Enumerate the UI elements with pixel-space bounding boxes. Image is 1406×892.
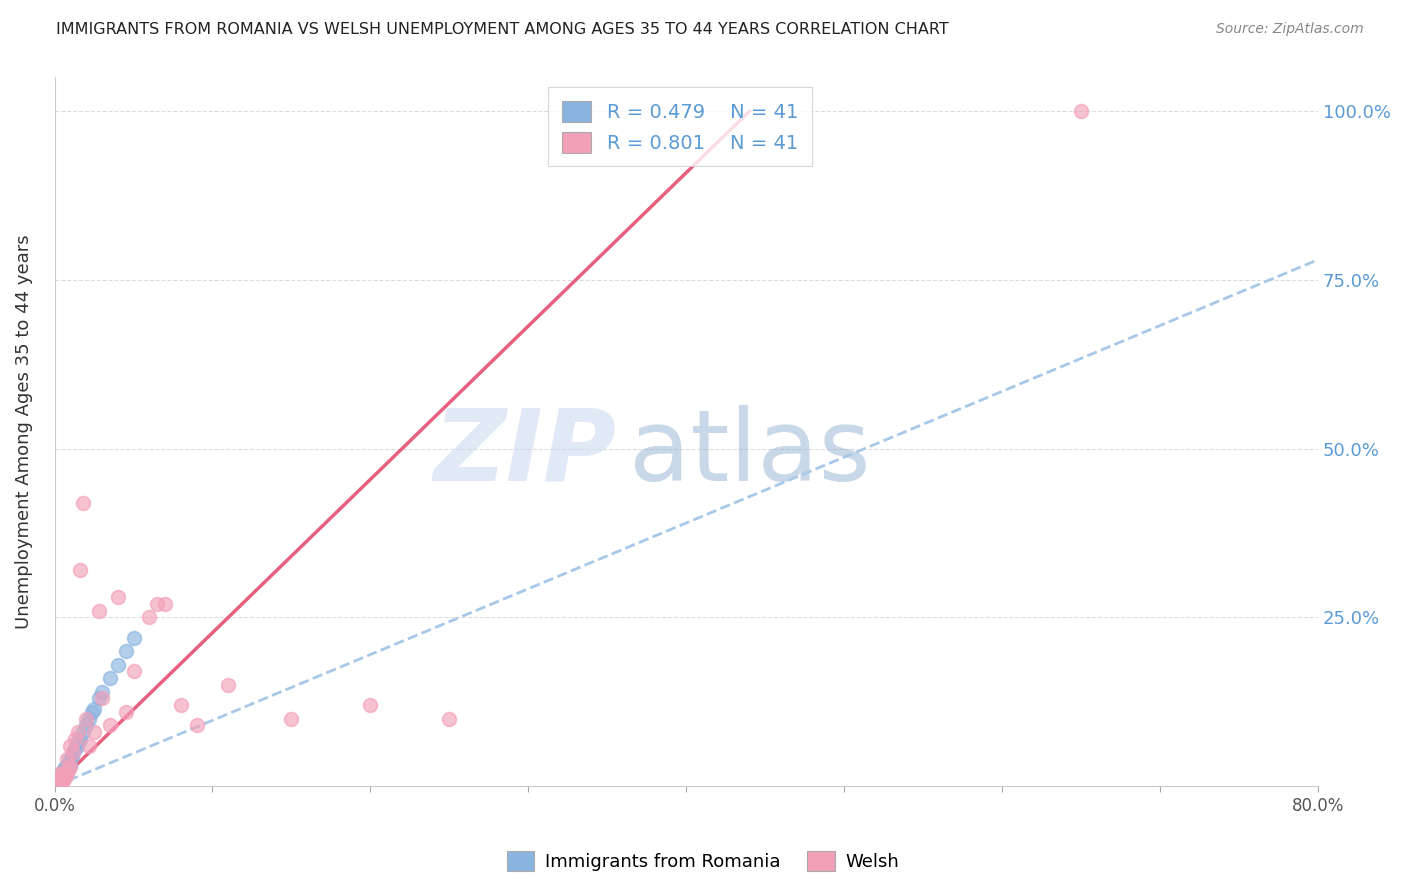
Point bbox=[51, 769, 73, 783]
Point bbox=[69, 731, 91, 746]
Point bbox=[439, 712, 461, 726]
Point bbox=[67, 725, 90, 739]
Point bbox=[87, 604, 110, 618]
Point bbox=[53, 765, 76, 780]
Point bbox=[280, 712, 302, 726]
Point bbox=[60, 748, 83, 763]
Point bbox=[46, 776, 69, 790]
Legend: Immigrants from Romania, Welsh: Immigrants from Romania, Welsh bbox=[499, 844, 907, 879]
Point bbox=[44, 779, 66, 793]
Point bbox=[49, 772, 72, 787]
Point bbox=[51, 765, 73, 780]
Point bbox=[59, 759, 82, 773]
Point bbox=[45, 772, 67, 787]
Point bbox=[62, 745, 84, 759]
Point bbox=[67, 735, 90, 749]
Point bbox=[83, 701, 105, 715]
Point bbox=[59, 739, 82, 753]
Point bbox=[51, 776, 73, 790]
Point bbox=[122, 631, 145, 645]
Legend: R = 0.479    N = 41, R = 0.801    N = 41: R = 0.479 N = 41, R = 0.801 N = 41 bbox=[548, 87, 811, 167]
Text: IMMIGRANTS FROM ROMANIA VS WELSH UNEMPLOYMENT AMONG AGES 35 TO 44 YEARS CORRELAT: IMMIGRANTS FROM ROMANIA VS WELSH UNEMPLO… bbox=[56, 22, 949, 37]
Point bbox=[59, 759, 82, 773]
Y-axis label: Unemployment Among Ages 35 to 44 years: Unemployment Among Ages 35 to 44 years bbox=[15, 235, 32, 629]
Point bbox=[75, 712, 97, 726]
Point bbox=[83, 725, 105, 739]
Point bbox=[45, 776, 67, 790]
Point bbox=[46, 772, 69, 787]
Point bbox=[75, 718, 97, 732]
Point bbox=[146, 597, 169, 611]
Text: atlas: atlas bbox=[630, 405, 872, 501]
Point bbox=[48, 772, 70, 787]
Point bbox=[49, 765, 72, 780]
Point bbox=[114, 644, 136, 658]
Point bbox=[90, 691, 112, 706]
Point bbox=[63, 742, 86, 756]
Point bbox=[49, 769, 72, 783]
Text: Source: ZipAtlas.com: Source: ZipAtlas.com bbox=[1216, 22, 1364, 37]
Point bbox=[55, 759, 77, 773]
Point bbox=[56, 752, 79, 766]
Point bbox=[45, 776, 67, 790]
Point bbox=[48, 769, 70, 783]
Point bbox=[170, 698, 193, 713]
Point bbox=[186, 718, 208, 732]
Point bbox=[58, 762, 80, 776]
Point bbox=[107, 657, 129, 672]
Point bbox=[63, 731, 86, 746]
Point bbox=[48, 769, 70, 783]
Point bbox=[51, 769, 73, 783]
Point bbox=[53, 769, 76, 783]
Point bbox=[58, 756, 80, 770]
Point bbox=[82, 705, 104, 719]
Point bbox=[51, 772, 73, 787]
Point bbox=[59, 752, 82, 766]
Point bbox=[48, 776, 70, 790]
Point bbox=[153, 597, 176, 611]
Point bbox=[87, 691, 110, 706]
Point bbox=[217, 678, 239, 692]
Point bbox=[114, 705, 136, 719]
Point bbox=[1070, 104, 1092, 119]
Text: ZIP: ZIP bbox=[434, 405, 617, 501]
Point bbox=[46, 769, 69, 783]
Point bbox=[72, 725, 94, 739]
Point bbox=[98, 671, 121, 685]
Point bbox=[46, 772, 69, 787]
Point bbox=[53, 772, 76, 787]
Point bbox=[53, 762, 76, 776]
Point bbox=[56, 759, 79, 773]
Point bbox=[55, 769, 77, 783]
Point bbox=[56, 762, 79, 776]
Point bbox=[107, 590, 129, 604]
Point bbox=[69, 563, 91, 577]
Point bbox=[48, 776, 70, 790]
Point bbox=[122, 665, 145, 679]
Point bbox=[55, 765, 77, 780]
Point bbox=[66, 739, 89, 753]
Point bbox=[138, 610, 160, 624]
Point bbox=[49, 765, 72, 780]
Point bbox=[359, 698, 381, 713]
Point bbox=[77, 712, 100, 726]
Point bbox=[56, 765, 79, 780]
Point bbox=[77, 739, 100, 753]
Point bbox=[44, 779, 66, 793]
Point bbox=[62, 745, 84, 759]
Point bbox=[49, 772, 72, 787]
Point bbox=[98, 718, 121, 732]
Point bbox=[72, 496, 94, 510]
Point bbox=[90, 684, 112, 698]
